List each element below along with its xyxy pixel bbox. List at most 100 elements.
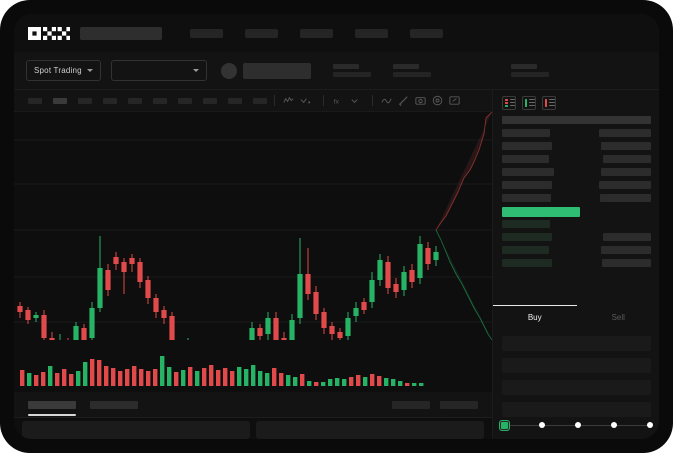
snapshot-icon[interactable] (414, 94, 427, 107)
chart-type-candles-icon[interactable] (282, 94, 295, 107)
drawing-tool-icon[interactable] (397, 94, 410, 107)
timeframe-10[interactable] (253, 97, 267, 104)
order-book-rows[interactable] (493, 116, 659, 301)
order-book-row-1-price[interactable] (502, 116, 580, 124)
pair-name (242, 62, 311, 79)
action-cancel-all[interactable] (440, 400, 478, 409)
order-book-row-11-price[interactable] (502, 246, 549, 254)
depth-both-icon[interactable] (502, 96, 516, 110)
timeframe-7[interactable] (178, 97, 192, 104)
tab-buy[interactable]: Buy (493, 305, 577, 329)
step-dot-4[interactable] (611, 422, 617, 428)
orders-tabbar (14, 392, 492, 418)
depth-bids-icon[interactable] (522, 96, 536, 110)
order-book-row-12-price[interactable] (502, 259, 552, 267)
pair-avatar (220, 62, 237, 79)
nav-item-3[interactable] (300, 28, 333, 38)
order-book-row-2-price[interactable] (502, 129, 550, 137)
tab-open-orders[interactable] (28, 400, 76, 416)
order-book-row-11-size[interactable] (601, 246, 651, 254)
fullscreen-icon[interactable] (448, 94, 461, 107)
order-book-row-12-size[interactable] (602, 259, 651, 267)
svg-text:fx: fx (334, 98, 340, 105)
alert-icon[interactable] (431, 94, 444, 107)
header-nav (190, 28, 443, 38)
okx-logo-icon[interactable] (28, 26, 70, 40)
order-total-field[interactable] (502, 380, 651, 395)
toolbar-divider-2 (323, 95, 324, 106)
chart-settings-chevron-icon[interactable] (348, 94, 361, 107)
timeframe-6[interactable] (153, 97, 167, 104)
timeframe-8[interactable] (203, 97, 217, 104)
order-book-row-8-price[interactable] (502, 207, 580, 217)
search-input[interactable] (80, 26, 162, 40)
order-book-row-9-price[interactable] (502, 220, 550, 228)
ticker-bar: Spot Trading (14, 52, 659, 90)
order-book-row-7-price[interactable] (502, 194, 551, 202)
order-available-field[interactable] (502, 402, 651, 417)
step-dot-3[interactable] (575, 422, 581, 428)
order-book-row-3-size[interactable] (601, 142, 651, 150)
trade-form-tabs: Buy Sell (493, 305, 659, 329)
depth-overlay-chart (435, 112, 492, 340)
order-book-row-4-price[interactable] (502, 155, 549, 163)
step-dot-1[interactable] (500, 420, 509, 430)
order-book-view-icons (493, 90, 659, 110)
nav-item-5[interactable] (410, 28, 443, 38)
tab-order-history[interactable] (90, 400, 138, 409)
pair-select[interactable] (110, 60, 207, 81)
candles-layer (14, 139, 492, 340)
order-book-row-7-size[interactable] (600, 194, 651, 202)
onboarding-stepper (493, 414, 659, 436)
order-book-row-10-size[interactable] (603, 233, 651, 241)
order-book-row-4-size[interactable] (603, 155, 651, 163)
chevron-down-icon (192, 69, 199, 72)
stat-last-price (332, 64, 371, 77)
timeframe-group (28, 97, 267, 104)
tab-sell[interactable]: Sell (611, 313, 625, 322)
timeframe-3[interactable] (78, 97, 92, 104)
step-dot-2[interactable] (539, 422, 545, 428)
app-header (14, 14, 659, 52)
toolbar-divider (274, 95, 275, 106)
candlestick-chart[interactable] (14, 112, 492, 340)
order-book-row-6-size[interactable] (599, 181, 651, 189)
stat-24h-volume (510, 64, 549, 77)
nav-item-2[interactable] (245, 28, 278, 38)
timeframe-9[interactable] (228, 97, 242, 104)
depth-asks-icon[interactable] (542, 96, 556, 110)
step-dot-5[interactable] (647, 422, 653, 428)
orders-actions (392, 400, 478, 409)
order-book-row-1-size[interactable] (577, 116, 651, 124)
stat-24h-change (392, 64, 431, 77)
nav-item-4[interactable] (355, 28, 388, 38)
order-book-row-2-size[interactable] (599, 129, 651, 137)
chart-toolbar: fx (14, 90, 492, 112)
line-tool-icon[interactable] (380, 94, 393, 107)
app-screen: Spot Trading (14, 14, 659, 439)
order-amount-field[interactable] (502, 358, 651, 373)
tab-order-history-label (90, 400, 138, 409)
bottom-panels (14, 418, 492, 439)
timeframe-2[interactable] (53, 97, 67, 104)
chevron-down-icon (86, 69, 93, 72)
market-type-select[interactable]: Spot Trading (26, 60, 101, 81)
timeframe-5[interactable] (128, 97, 142, 104)
order-book-row-5-size[interactable] (601, 168, 651, 176)
tab-open-orders-label (28, 400, 76, 409)
bottom-panel-right[interactable] (256, 421, 484, 439)
volume-chart[interactable] (14, 340, 492, 392)
order-book-row-6-price[interactable] (502, 181, 552, 189)
order-price-field[interactable] (502, 336, 651, 351)
timeframe-4[interactable] (103, 97, 117, 104)
order-book-row-10-price[interactable] (502, 233, 552, 241)
timeframe-1[interactable] (28, 97, 42, 104)
compare-icon[interactable]: fx (331, 94, 344, 107)
order-book-row-3-price[interactable] (502, 142, 552, 150)
nav-item-1[interactable] (190, 28, 223, 38)
action-hide-other-pairs[interactable] (392, 400, 430, 409)
bottom-panel-left[interactable] (22, 421, 250, 439)
indicator-icon[interactable] (299, 94, 312, 107)
order-book-row-5-price[interactable] (502, 168, 554, 176)
